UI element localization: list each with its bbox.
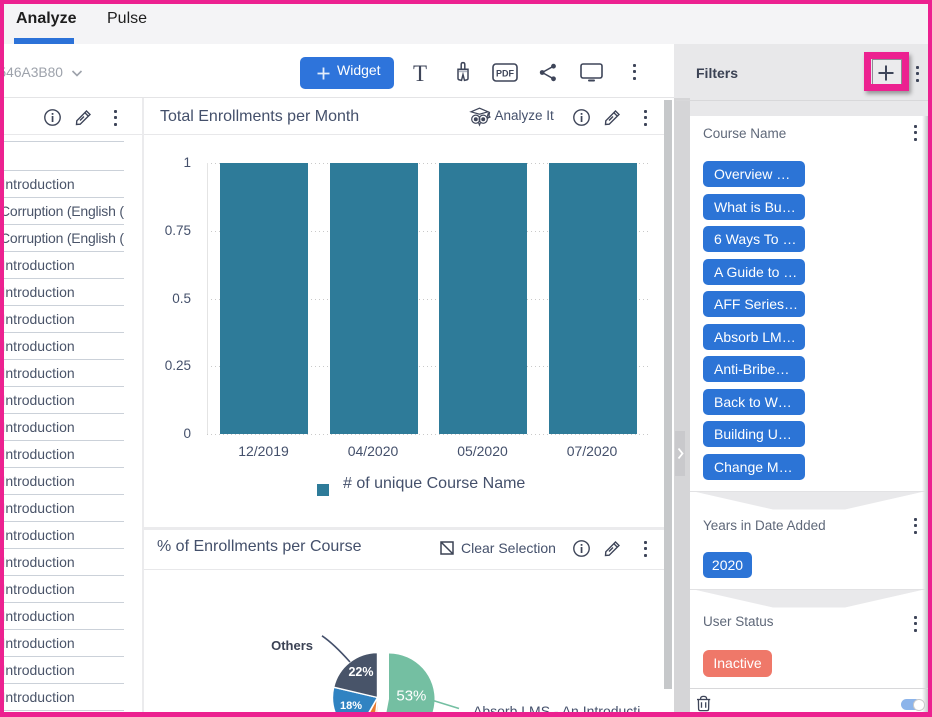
svg-text:18%: 18%: [340, 700, 362, 712]
svg-text:53%: 53%: [396, 688, 426, 705]
svg-text:PDF: PDF: [496, 69, 515, 79]
svg-text:22%: 22%: [348, 665, 373, 679]
